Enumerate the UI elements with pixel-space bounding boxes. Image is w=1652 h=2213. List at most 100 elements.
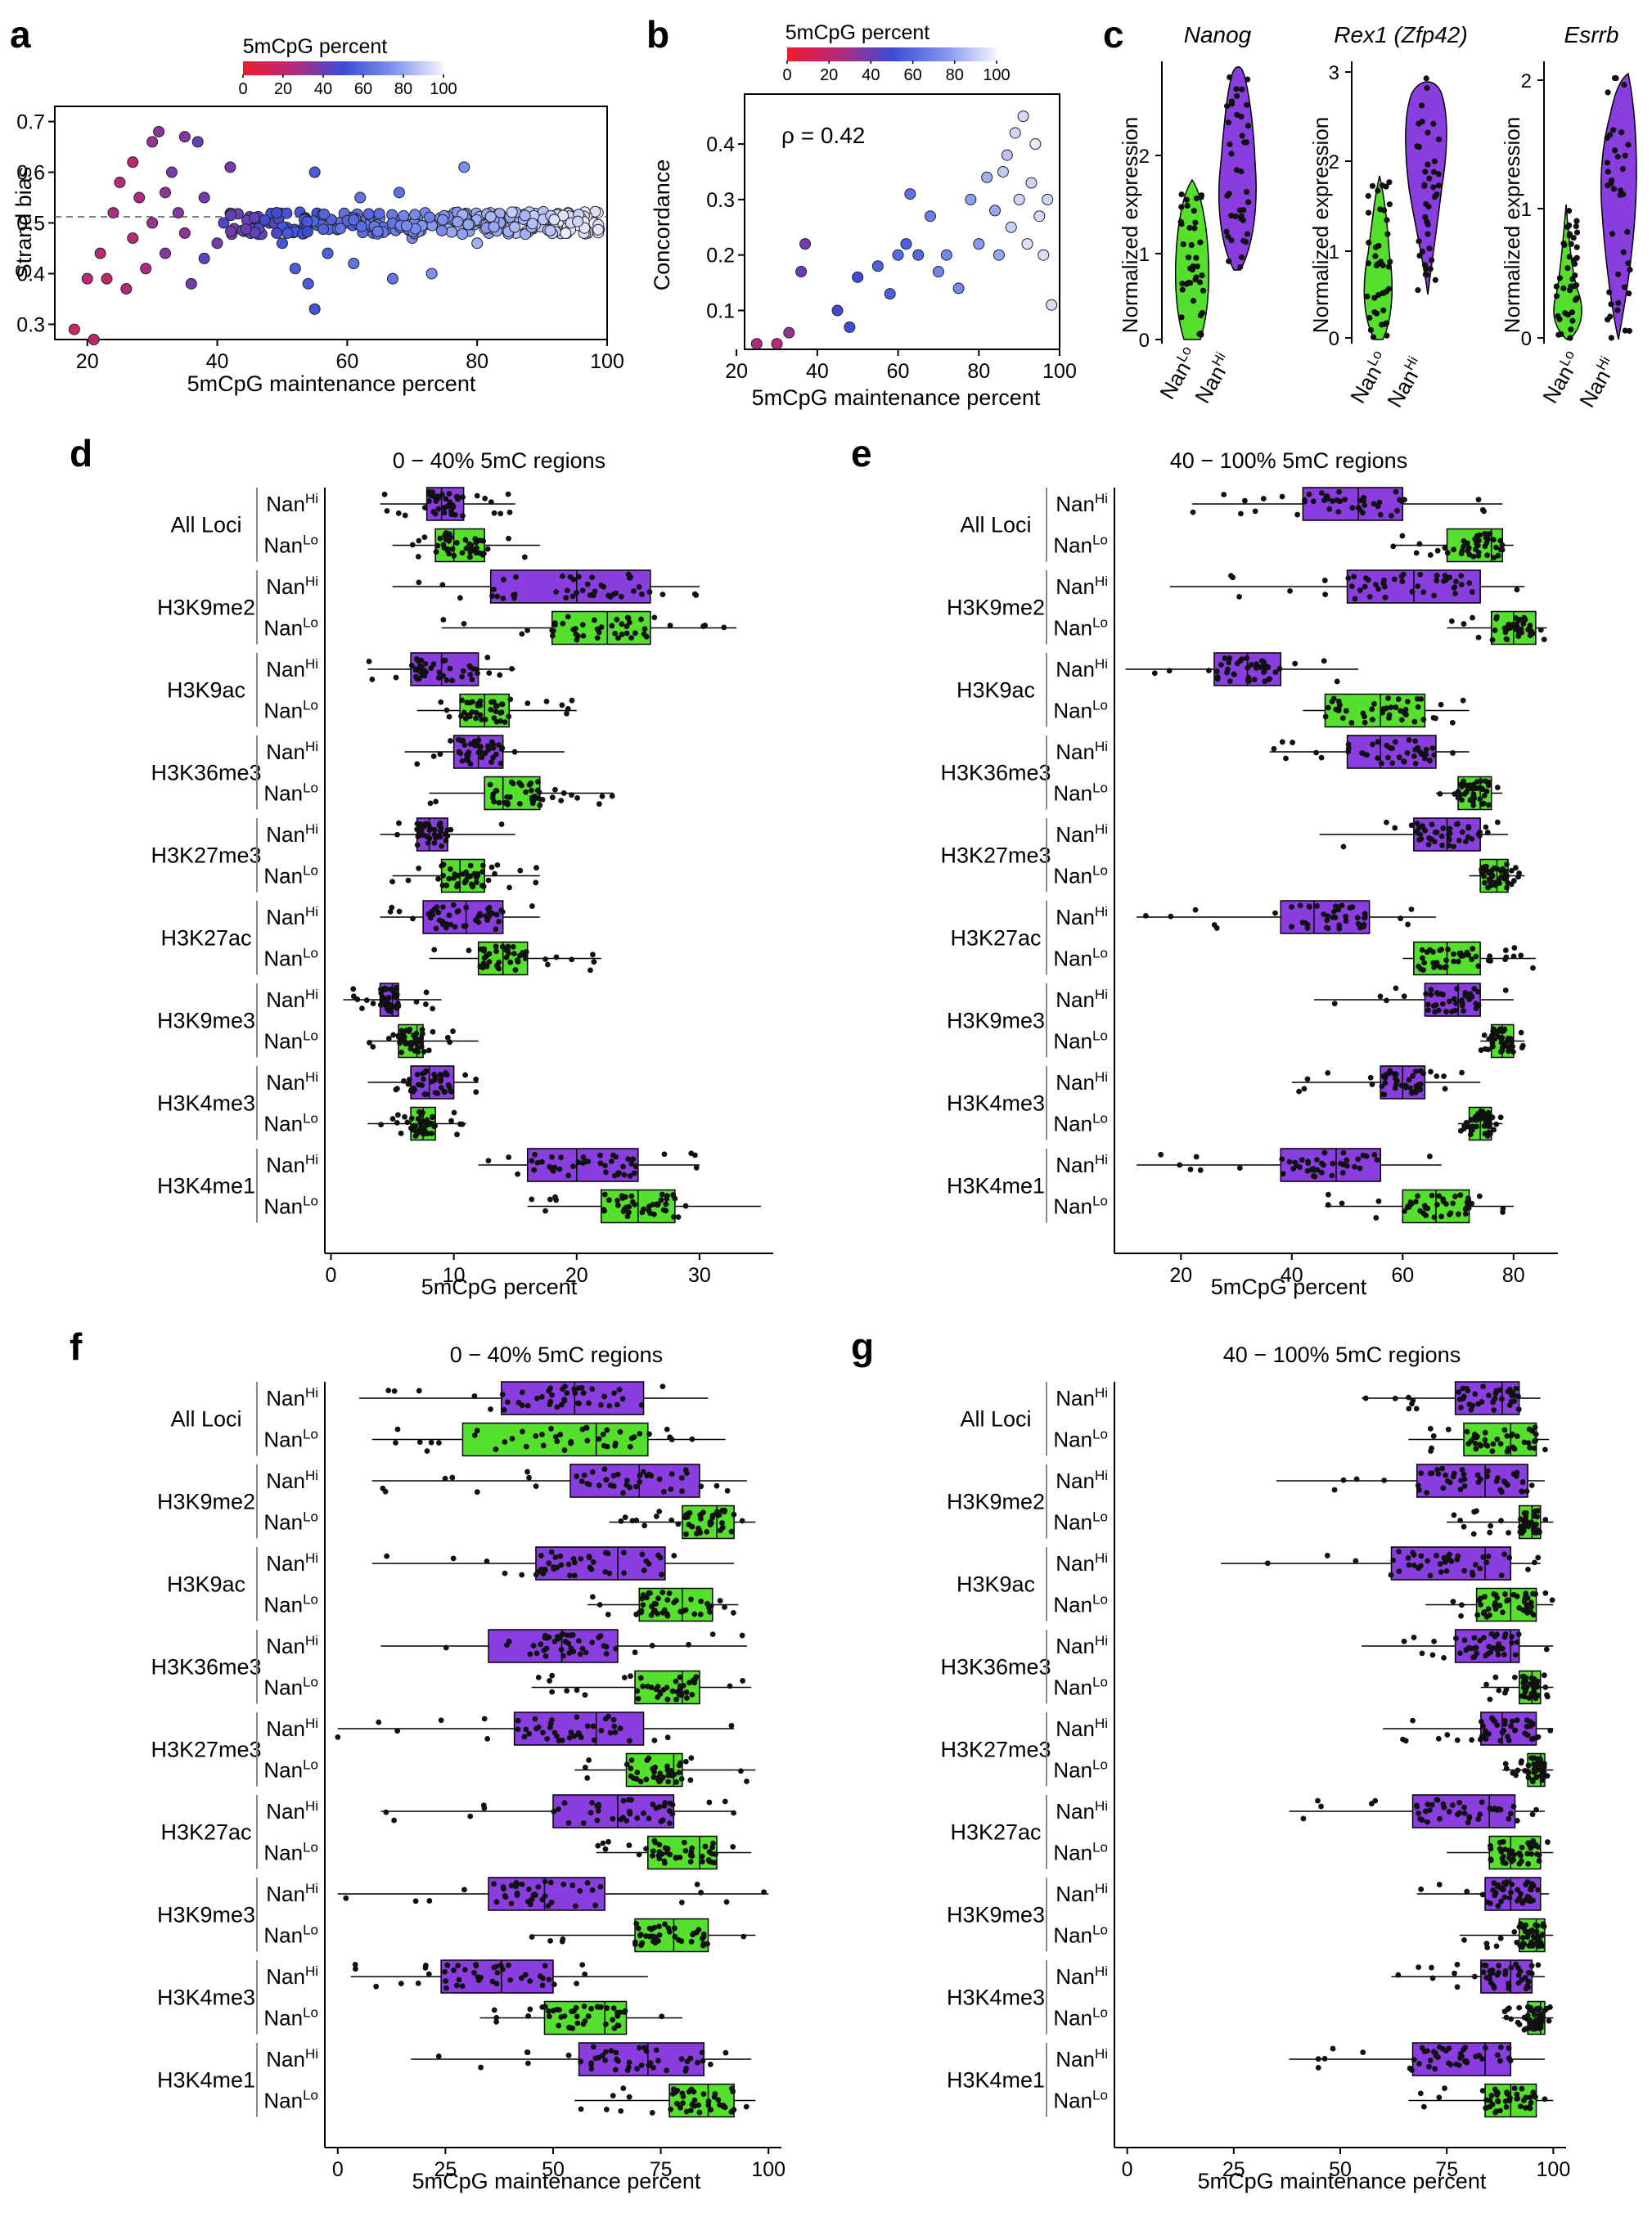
box-dot-d-2-hi-37 [467,664,474,671]
box-dot-g-2-lo-2 [1458,1602,1465,1608]
scatter-point-b-17 [952,282,965,295]
box-dot-d-8-hi-30 [515,1171,521,1177]
box-dot-f-4-hi-17 [515,1726,521,1733]
box-dot-f-0-lo-19 [637,1431,643,1437]
violin-dot-203 [1619,165,1626,173]
violin-dot-112 [1385,263,1393,270]
violin-dot-224 [1624,228,1631,236]
box-dot-d-6-lo-15 [367,1040,372,1046]
panel-letter-f: f [70,1325,83,1368]
box-dot-e-2-hi-27 [1218,662,1224,668]
box-dot-e-2-lo-4 [1339,715,1346,722]
panel-letter-a: a [10,13,31,56]
scatter-point-a-309 [452,216,464,228]
box-dot-g-2-hi-21 [1418,1563,1424,1569]
box-dot-f-5-lo-13 [699,1853,705,1860]
scatter-point-a-292 [488,221,500,233]
box-dot-e-2-lo-18 [1398,717,1405,723]
box-dot-e-4-hi-41 [1475,831,1482,838]
box-dot-e-7-hi-15 [1325,1070,1331,1076]
box-dot-f-6-hi-27 [514,1890,520,1896]
scatter-point-a-32 [302,277,314,290]
box-dot-e-2-hi-19 [1321,658,1327,664]
violin-dot-123 [1435,182,1442,189]
box-dot-f-4-lo-28 [655,1776,661,1782]
box-dot-g-8-lo-6 [1442,2085,1447,2091]
box-dot-e-6-hi-17 [1438,991,1445,997]
box-dot-g-2-lo-44 [1523,1590,1529,1597]
box-dot-e-8-lo-28 [1429,1192,1435,1199]
box-dot-e-6-hi-15 [1401,993,1407,1000]
box-dot-d-2-lo-29 [497,717,504,724]
box-dot-d-1-lo-40 [638,616,644,623]
box-dot-e-0-hi-40 [1334,497,1340,503]
box-dot-d-1-lo-16 [579,622,586,627]
violin-dot-232 [1606,289,1613,295]
violin-rex1-lo [1363,175,1393,340]
box-dot-f-2-hi-31 [587,1564,593,1571]
box-dot-e-5-lo-26 [1416,963,1422,969]
box-dot-g-2-lo-35 [1528,1604,1535,1610]
group-label-e-2-lo: NanLo [1053,698,1108,723]
box-dot-g-4-hi-4 [1508,1723,1515,1729]
box-dot-e-3-hi-5 [1412,761,1419,767]
box-dot-g-1-hi-40 [1459,1467,1465,1473]
box-dot-e-1-lo-19 [1493,615,1500,622]
scatter-point-a-33 [308,166,321,178]
box-dot-g-4-lo-5 [1515,1767,1521,1774]
box-dot-f-1-hi-33 [589,1469,596,1475]
box-dot-e-2-hi-6 [1244,655,1250,661]
box-dot-e-0-hi-35 [1335,509,1342,515]
scatter-point-a-10 [133,191,146,204]
box-dot-e-4-hi-42 [1462,839,1469,845]
box-dot-d-5-lo-39 [553,954,560,960]
box-dot-d-1-lo-5 [619,621,625,627]
box-dot-e-1-hi-31 [1391,576,1398,582]
category-label-d-4: H3K27me3 [151,843,261,867]
box-dot-f-2-hi-22 [450,1555,457,1562]
category-label-f-7: H3K4me3 [157,1985,255,2009]
box-dot-d-7-lo-43 [389,1116,396,1122]
box-dot-g-4-hi-5 [1454,1737,1461,1743]
panel-c: Nanog Normalized expression 0 1 2 NanLo … [1118,22,1637,412]
scatter-point-a-286 [318,208,331,220]
category-label-f-5: H3K27ac [160,1819,251,1844]
box-dot-g-0-lo-6 [1478,1442,1483,1449]
ytick-c3-2: 2 [1521,70,1532,92]
box-dot-g-0-hi-44 [1480,1383,1487,1390]
box-dot-f-6-hi-40 [513,1883,520,1890]
box-dot-f-7-hi-25 [522,1972,529,1978]
box-dot-f-5-lo-5 [681,1839,687,1846]
box-dot-f-0-hi-14 [549,1392,555,1398]
box-dot-f-1-hi-31 [614,1471,621,1478]
category-label-d-2: H3K9ac [167,677,245,702]
box-dot-g-5-hi-36 [1318,1803,1324,1810]
box-dot-f-5-hi-26 [646,1815,652,1822]
box-dot-g-8-hi-23 [1419,2044,1425,2051]
box-dot-g-4-hi-41 [1402,1738,1409,1744]
group-label-d-8-hi: NanHi [266,1152,318,1177]
box-dot-f-5-hi-35 [561,1800,568,1806]
box-dot-e-5-lo-34 [1430,949,1436,955]
box-dot-f-1-hi-36 [533,1483,539,1490]
box-dot-f-0-lo-29 [502,1439,508,1445]
box-dot-d-4-lo-42 [465,874,470,880]
y-axis-label-c1: Normalized expression [1118,117,1142,333]
box-dot-g-7-lo-31 [1516,2004,1523,2011]
violin-dot-187 [1569,276,1576,282]
ytick-c3-0: 0 [1521,328,1532,350]
box-dot-f-5-hi-0 [650,1801,656,1807]
violin-dot-133 [1425,221,1431,227]
box-dot-e-1-hi-43 [1458,573,1465,579]
box-dot-g-8-hi-42 [1460,2047,1466,2053]
box-dot-d-4-lo-22 [405,877,412,884]
box-dot-g-7-lo-34 [1524,2013,1531,2018]
box-dot-e-6-hi-43 [1377,993,1384,1000]
box-dot-e-7-hi-37 [1434,1073,1440,1079]
box-dot-f-2-hi-21 [643,1558,650,1564]
box-dot-g-0-lo-42 [1529,1428,1536,1434]
y-tick-label-a-4: 0.7 [16,111,45,134]
box-dot-g-0-lo-38 [1532,1438,1538,1444]
box-dot-g-0-hi-39 [1468,1406,1474,1413]
yticks-c1: 0 1 2 [1139,146,1162,352]
